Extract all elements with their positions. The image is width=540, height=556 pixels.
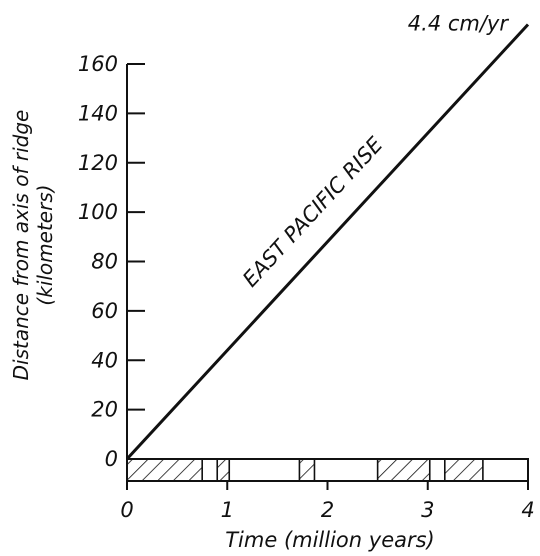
y-tick-label: 100	[78, 200, 118, 224]
series: EAST PACIFIC RISE 4.4 cm/yr	[125, 12, 530, 461]
y-tick-label: 160	[78, 52, 118, 76]
y-tick-label: 60	[91, 299, 118, 323]
series-name-label: EAST PACIFIC RISE	[238, 132, 388, 292]
y-tick-label: 80	[91, 250, 118, 274]
normal-polarity-interval	[443, 458, 484, 482]
y-axis-label: Distance from axis of ridge	[9, 110, 33, 381]
normal-polarity-interval	[298, 458, 316, 482]
y-axis-unit-label: (kilometers)	[33, 184, 57, 305]
y-ticks: 0 20 40 60 80 100 120 140 160	[78, 52, 145, 471]
normal-polarity-interval	[126, 458, 203, 482]
x-ticks: 0 1 2 3 4	[120, 481, 535, 522]
series-line	[125, 23, 530, 461]
rate-label: 4.4 cm/yr	[408, 12, 510, 36]
normal-polarity-interval	[376, 458, 431, 482]
y-tick-label: 40	[91, 348, 118, 372]
x-tick-label: 1	[221, 498, 234, 522]
polarity-bar	[126, 458, 529, 482]
x-tick-label: 3	[421, 498, 434, 522]
x-tick-label: 2	[321, 498, 334, 522]
normal-polarity-interval	[216, 458, 231, 482]
y-tick-label: 20	[91, 398, 118, 422]
y-tick-label: 120	[78, 151, 118, 175]
x-axis-label: Time (million years)	[225, 528, 435, 552]
x-tick-label: 0	[120, 498, 133, 522]
y-tick-label: 140	[78, 101, 118, 125]
y-tick-label: 0	[105, 447, 118, 471]
polarity-bar-frame	[126, 458, 529, 482]
x-tick-label: 4	[521, 498, 534, 522]
